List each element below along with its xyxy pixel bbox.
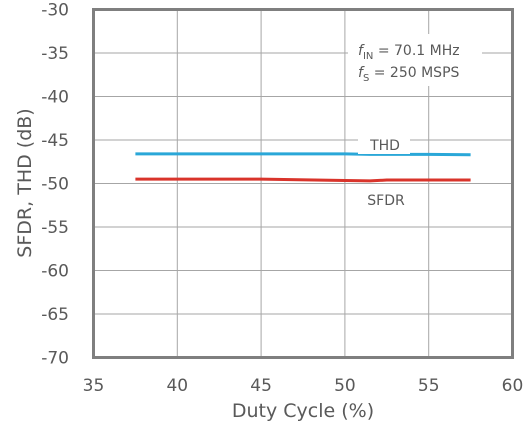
x-tick-label: 35 (83, 376, 105, 396)
x-tick-label: 60 (502, 376, 524, 396)
x-tick-label: 50 (334, 376, 356, 396)
series-group (135, 152, 471, 183)
tick-labels: 35 40 45 50 55 60 -30 -35 -40 -45 -50 -55 -60 -65 -70 (41, 1, 523, 397)
series-line-thd (135, 152, 471, 157)
annotation-fin: fIN = 70.1 MHz (358, 43, 460, 62)
x-tick-label: 55 (418, 376, 440, 396)
grid (93, 9, 513, 358)
annotation-fs: fS = 250 MSPS (358, 65, 460, 84)
y-tick-label: -65 (41, 305, 69, 325)
annotation-box (348, 34, 482, 86)
thd-label-bg (358, 135, 410, 154)
x-tick-label: 45 (250, 376, 272, 396)
y-tick-label: -50 (41, 175, 69, 195)
plot-frame (92, 8, 514, 359)
y-tick-label: -45 (41, 131, 69, 151)
y-tick-label: -70 (41, 349, 69, 369)
x-axis-title: Duty Cycle (%) (232, 400, 374, 422)
y-tick-label: -55 (41, 218, 69, 238)
series-line-sfdr (135, 177, 471, 183)
y-tick-label: -30 (41, 1, 69, 21)
series-label-sfdr: SFDR (367, 193, 405, 209)
y-tick-label: -40 (41, 88, 69, 108)
y-tick-label: -60 (41, 262, 69, 282)
y-axis-title: SFDR, THD (dB) (14, 108, 36, 257)
x-tick-label: 40 (166, 376, 188, 396)
series-label-thd: THD (369, 138, 400, 154)
y-tick-label: -35 (41, 44, 69, 64)
